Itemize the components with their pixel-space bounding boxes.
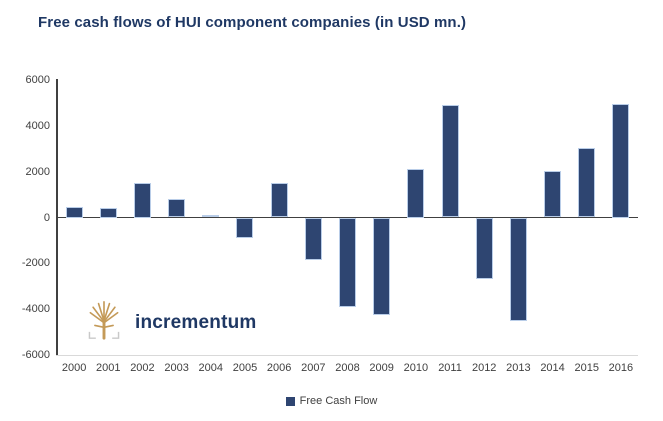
bar-2015 — [578, 147, 596, 218]
x-tick-label: 2004 — [198, 362, 224, 374]
bar-2013 — [509, 217, 527, 321]
y-tick-label: -6000 — [21, 349, 50, 361]
y-tick-label: 2000 — [25, 165, 50, 178]
bar-2007 — [304, 217, 322, 260]
x-tick-label: 2006 — [266, 362, 292, 374]
x-tick-label: 2011 — [438, 362, 462, 374]
y-tick-label: -2000 — [21, 257, 50, 270]
legend-marker — [285, 396, 295, 406]
y-tick-label: -4000 — [21, 303, 50, 316]
bar-2011 — [441, 105, 459, 218]
x-tick-label: 2001 — [96, 362, 121, 374]
x-tick-label: 2005 — [232, 362, 258, 374]
category-baseline — [56, 355, 638, 356]
bar-2005 — [236, 217, 254, 239]
bar-2010 — [407, 169, 425, 218]
zero-axis-line — [56, 216, 638, 219]
x-tick-label: 2009 — [369, 362, 394, 374]
x-tick-label: 2010 — [403, 362, 429, 374]
logo-text: incrementum — [135, 311, 257, 333]
bar-2001 — [99, 207, 117, 218]
x-tick-label: 2012 — [471, 362, 497, 374]
legend: Free Cash Flow — [0, 395, 663, 407]
x-tick-label: 2008 — [335, 362, 360, 374]
y-tick-label: 6000 — [25, 74, 50, 86]
chart-title: Free cash flows of HUI component compani… — [38, 14, 467, 31]
x-tick-label: 2015 — [574, 362, 599, 374]
x-tick-label: 2013 — [506, 362, 531, 374]
bar-2012 — [475, 217, 493, 280]
x-tick-label: 2014 — [540, 362, 565, 374]
incrementum-logo: incrementum — [84, 299, 257, 346]
bar-2008 — [339, 217, 356, 307]
bar-2004 — [202, 215, 220, 218]
tree-icon — [84, 299, 124, 346]
legend-label: Free Cash Flow — [299, 395, 378, 407]
bar-2006 — [270, 182, 288, 218]
bar-2016 — [612, 104, 630, 218]
y-tick-label: 4000 — [25, 119, 50, 132]
bar-2002 — [133, 183, 151, 218]
bar-2009 — [373, 217, 391, 315]
bar-2003 — [168, 199, 186, 218]
x-tick-label: 2000 — [61, 362, 87, 374]
x-tick-label: 2002 — [130, 362, 155, 374]
bar-2000 — [65, 207, 83, 218]
x-tick-label: 2003 — [164, 362, 189, 374]
x-tick-label: 2007 — [301, 362, 326, 374]
x-tick-label: 2016 — [608, 362, 634, 374]
y-tick-label: 0 — [43, 211, 50, 224]
bar-2014 — [544, 170, 562, 218]
